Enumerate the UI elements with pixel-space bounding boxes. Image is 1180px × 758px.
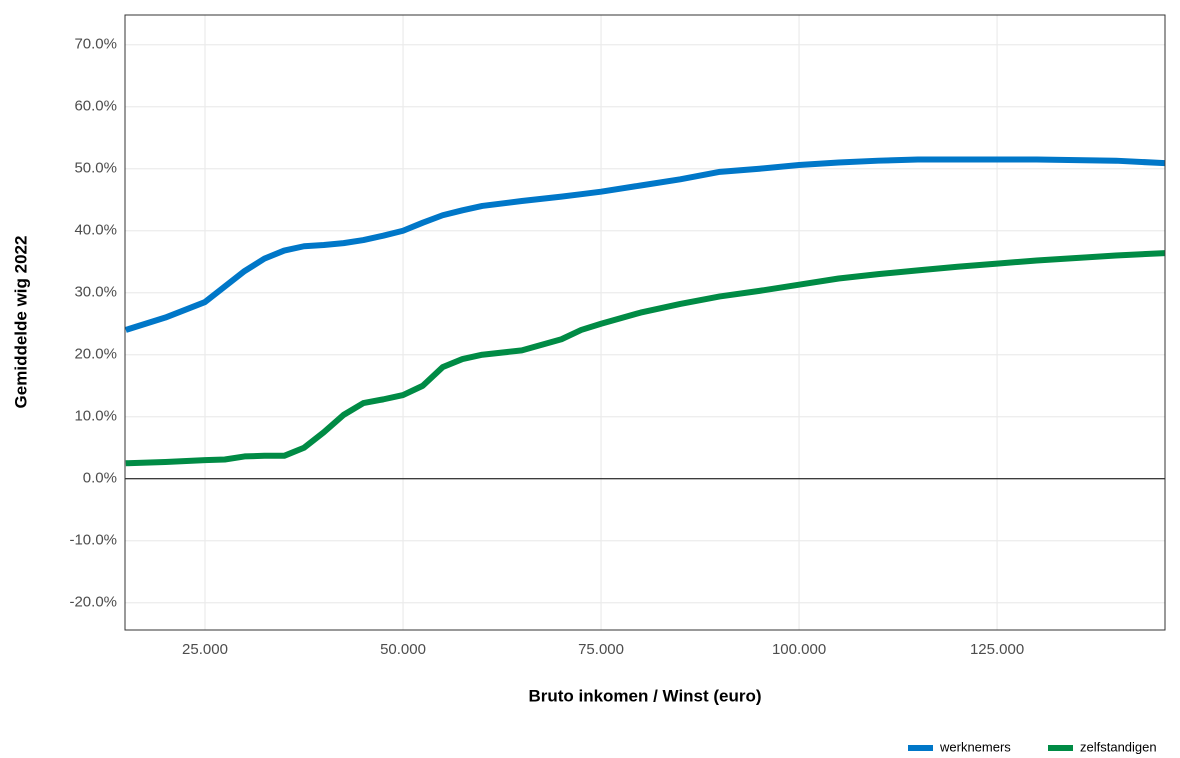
x-axis-title: Bruto inkomen / Winst (euro) bbox=[528, 686, 761, 705]
legend-label: zelfstandigen bbox=[1080, 739, 1157, 754]
x-tick-label: 125.000 bbox=[970, 641, 1024, 658]
x-tick-label: 75.000 bbox=[578, 641, 624, 658]
y-tick-label: 40.0% bbox=[74, 222, 117, 239]
y-tick-label: 60.0% bbox=[74, 98, 117, 115]
plot-lines bbox=[125, 156, 1165, 467]
panel-border bbox=[124, 14, 1166, 631]
y-tick-label: 70.0% bbox=[74, 36, 117, 53]
y-tick-label: -20.0% bbox=[69, 594, 117, 611]
y-tick-label: 50.0% bbox=[74, 160, 117, 177]
y-tick-label: 10.0% bbox=[74, 408, 117, 425]
x-tick-label: 50.000 bbox=[380, 641, 426, 658]
line bbox=[125, 250, 1165, 467]
y-axis-title: Gemiddelde wig 2022 bbox=[11, 236, 30, 409]
legend-label: werknemers bbox=[939, 739, 1011, 754]
x-tick-label: 25.000 bbox=[182, 641, 228, 658]
y-tick-label: 0.0% bbox=[83, 470, 117, 487]
y-tick-label: 20.0% bbox=[74, 346, 117, 363]
line bbox=[125, 156, 1165, 333]
y-tick-label: -10.0% bbox=[69, 532, 117, 549]
x-tick-label: 100.000 bbox=[772, 641, 826, 658]
y-tick-label: 30.0% bbox=[74, 284, 117, 301]
